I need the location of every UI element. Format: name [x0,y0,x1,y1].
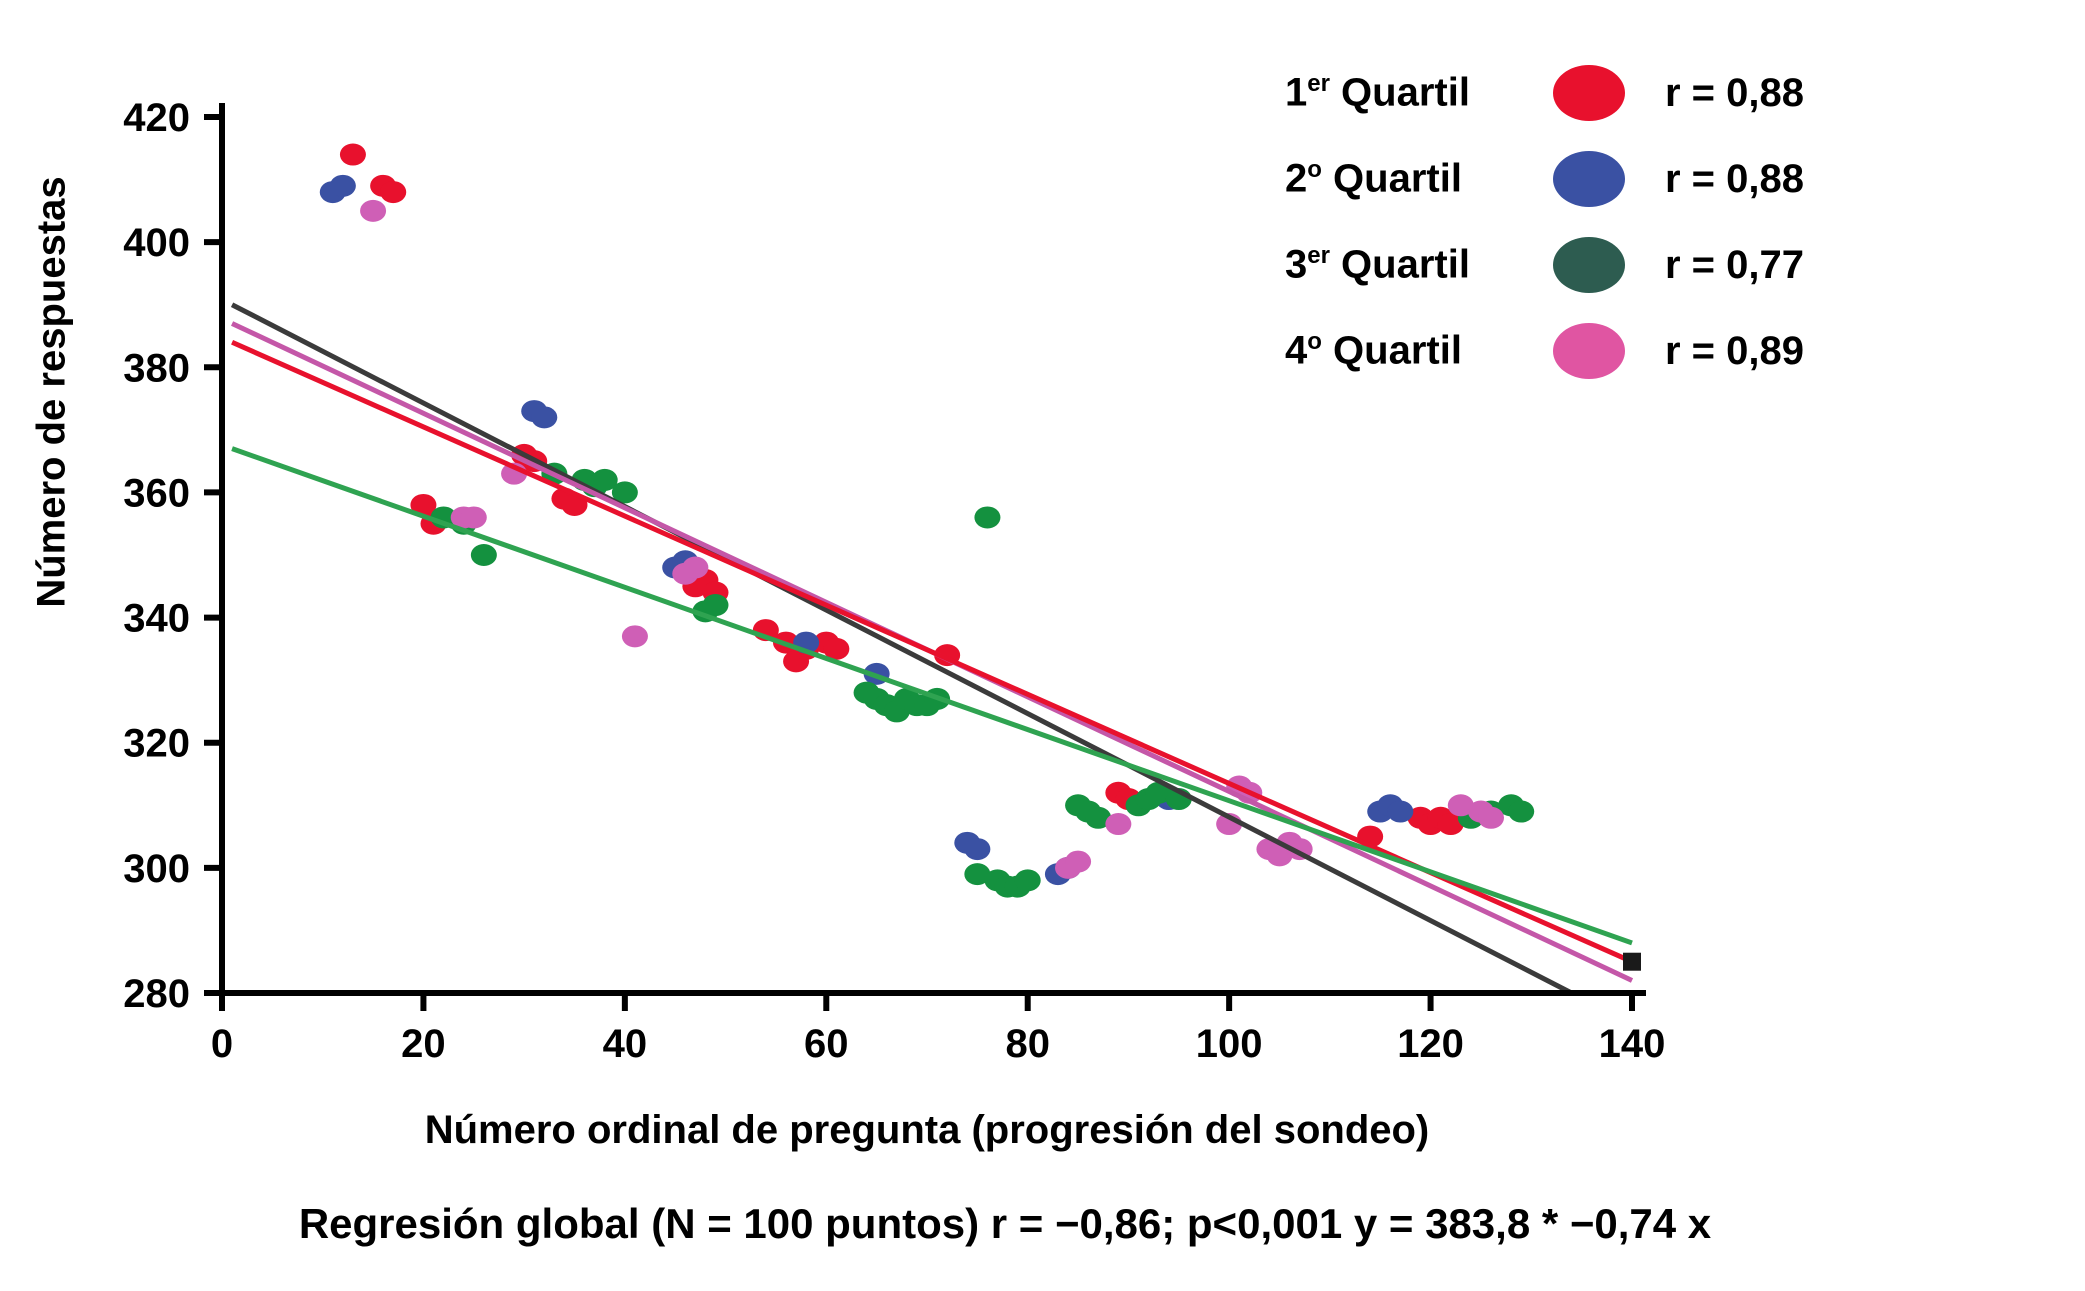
scatter-point-q3 [1085,806,1112,829]
legend-label-q3: 3er Quartil [1285,242,1470,287]
legend-item-q2: 2o Quartil r = 0,88 [1285,136,1804,222]
scatter-point-q3 [1145,781,1172,804]
x-tick-label: 0 [211,1022,233,1066]
scatter-point-q3 [964,863,991,886]
legend-label-q4: 4o Quartil [1285,328,1462,373]
scatter-point-q1 [410,493,437,516]
scatter-point-q2 [329,174,356,197]
scatter-point-q3 [470,544,497,566]
legend-label-q1: 1er Quartil [1285,70,1470,115]
x-tick-label: 120 [1397,1022,1464,1066]
y-tick-label: 420 [123,96,190,140]
x-tick-label: 40 [603,1022,648,1066]
legend: 1er Quartil r = 0,88 2o Quartil r = 0,88… [1285,50,1804,394]
legend-label-q2: 2o Quartil [1285,156,1462,201]
y-tick-label: 320 [123,722,190,766]
legend-r-q2: r = 0,88 [1665,156,1805,201]
scatter-point-q4 [1105,813,1132,836]
scatter-point-q4 [1447,794,1474,817]
x-tick-label: 140 [1599,1022,1666,1066]
regression-line-global [230,302,1573,996]
scatter-point-q3 [974,506,1001,529]
y-tick-label: 300 [123,847,190,891]
x-axis-label: Número ordinal de pregunta (progresión d… [424,1108,1430,1152]
scatter-point-q2 [531,406,558,429]
regression-line-green [231,446,1633,946]
legend-item-q3: 3er Quartil r = 0,77 [1285,222,1804,308]
scatter-plot: 280 300 320 340 360 380 400 420 0 20 40 60 80 100 120 1… [123,96,1666,1066]
y-tick-label: 360 [123,471,190,515]
scatter-point-q3 [702,594,729,617]
scatter-point-q2 [964,838,991,861]
scatter-point-q4 [1065,850,1092,873]
y-tick-label: 380 [123,346,190,390]
scatter-point-q4 [1478,806,1504,829]
scatter-point-q4 [360,199,387,222]
legend-item-q4: 4o Quartil r = 0,89 [1285,308,1804,394]
scatter-point-q1 [1437,813,1464,836]
scatter-point-q1 [380,181,407,204]
y-tick-label: 400 [123,221,190,265]
y-tick-label: 340 [123,597,190,641]
x-tick-label: 60 [804,1022,849,1066]
scatter-point-q1 [823,637,850,660]
scatter-point-q4 [460,506,487,529]
line-end-marker [1623,952,1641,971]
scatter-point-q1 [339,143,366,166]
regression-caption: Regresión global (N = 100 puntos) r = −0… [298,1200,1712,1247]
legend-item-q1: 1er Quartil r = 0,88 [1285,50,1804,136]
scatter-point-q3 [1014,869,1041,892]
scatter-point-q3 [591,468,618,491]
x-tick-label: 100 [1196,1022,1263,1066]
legend-dot-q3 [1553,237,1625,293]
scatter-point-q3 [1508,800,1535,823]
scatter-point-q2 [1387,800,1414,823]
scatter-point-q4 [621,625,648,648]
legend-r-q4: r = 0,89 [1665,328,1805,373]
x-tick-label: 20 [401,1022,446,1066]
scatter-point-q1 [561,493,588,516]
scatter-point-q4 [682,556,709,579]
y-tick-label: 280 [123,972,190,1016]
scatter-point-q3 [611,481,638,504]
legend-dot-q2 [1553,151,1625,207]
legend-dot-q4 [1553,323,1625,379]
legend-r-q3: r = 0,77 [1665,242,1805,287]
legend-r-q1: r = 0,88 [1665,70,1805,115]
x-tick-label: 80 [1005,1022,1050,1066]
legend-dot-q1 [1553,65,1625,121]
